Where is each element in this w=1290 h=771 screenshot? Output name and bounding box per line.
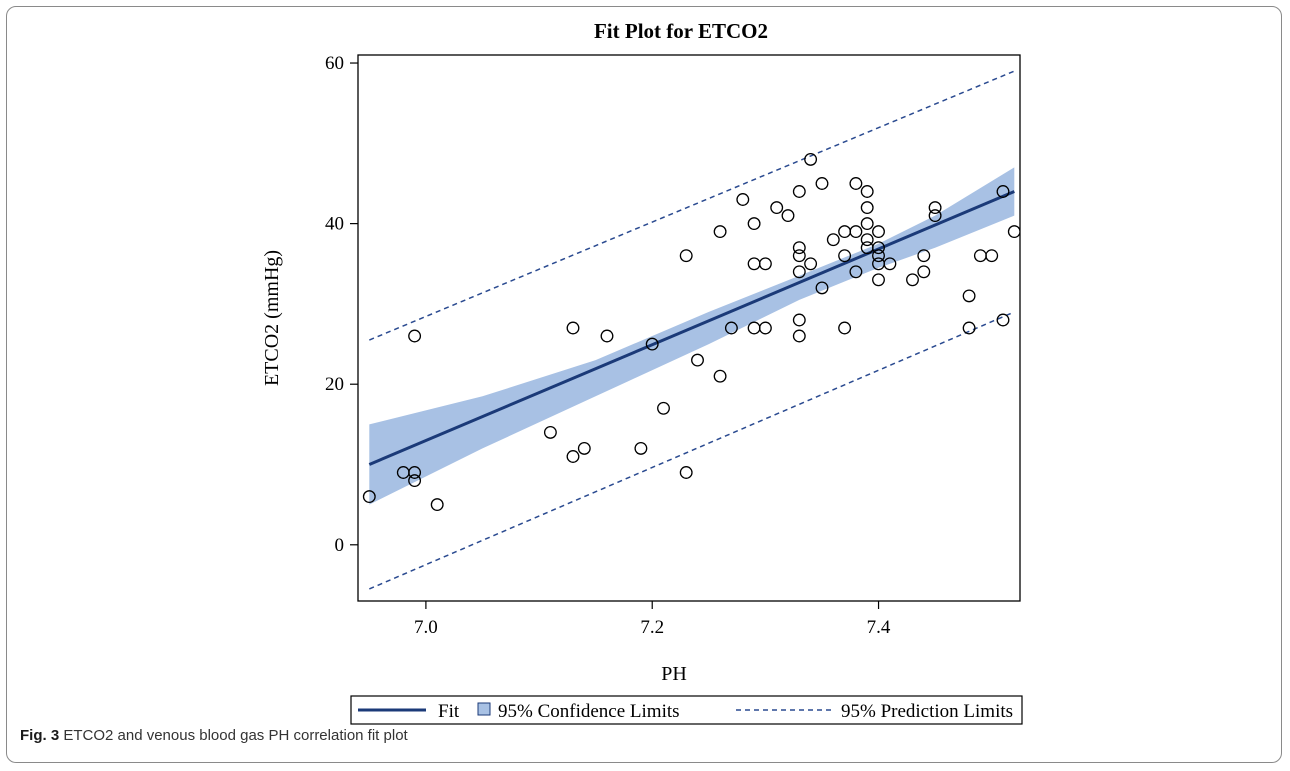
figure-caption: Fig. 3 ETCO2 and venous blood gas PH cor…: [20, 727, 408, 744]
data-point: [792, 241, 806, 255]
y-tick-label: 0: [335, 535, 345, 556]
axes: 7.0 7.2 7.4 0 20 40 60: [325, 53, 891, 638]
data-point: [724, 321, 738, 335]
data-point: [815, 177, 829, 190]
data-point: [792, 249, 806, 263]
data-point: [600, 329, 614, 343]
data-point: [838, 249, 852, 263]
data-point: [792, 313, 806, 327]
data-point: [804, 257, 818, 271]
x-tick-label: 7.4: [867, 617, 891, 638]
data-point: [985, 249, 999, 263]
plot-frame: [357, 54, 1021, 602]
x-tick-label: 7.0: [414, 617, 438, 638]
data-point: [758, 321, 772, 335]
y-tick-label: 60: [325, 53, 344, 74]
data-point: [679, 249, 693, 263]
data-point: [408, 329, 422, 343]
legend: Fit 95% Confidence Limits 95% Prediction…: [350, 695, 1023, 725]
data-point: [962, 321, 976, 335]
data-point: [634, 441, 648, 455]
data-point: [872, 249, 885, 263]
legend-frame: [350, 695, 1023, 725]
data-point: [691, 353, 704, 367]
data-point: [362, 490, 376, 504]
data-point: [747, 321, 761, 335]
data-point: [747, 257, 761, 271]
data-point: [849, 225, 863, 239]
data-point: [838, 225, 852, 239]
data-point: [1007, 225, 1020, 239]
data-point: [838, 321, 852, 335]
data-point: [408, 474, 422, 488]
data-point: [543, 425, 557, 439]
data-point: [770, 201, 784, 215]
data-point: [906, 273, 919, 287]
data-point: [962, 289, 976, 303]
data-point: [566, 450, 580, 463]
data-point: [872, 241, 885, 255]
data-point: [849, 265, 863, 279]
x-tick-label: 7.2: [640, 617, 664, 638]
data-point: [860, 233, 874, 247]
data-point: [736, 193, 750, 206]
data-point: [860, 217, 874, 231]
chart-title: Fit Plot for ETCO2: [594, 19, 768, 43]
data-point: [713, 369, 727, 383]
data-point: [860, 201, 874, 215]
legend-confidence-label: 95% Confidence Limits: [498, 701, 680, 722]
data-point: [826, 233, 840, 247]
data-point: [408, 466, 422, 479]
figure-caption-text: ETCO2 and venous blood gas PH correlatio…: [63, 727, 408, 744]
data-point: [747, 217, 761, 231]
data-point: [815, 281, 829, 295]
data-point: [430, 498, 444, 512]
data-point: [849, 177, 863, 190]
fit-line: [368, 190, 1015, 466]
data-point: [758, 257, 772, 271]
data-point: [804, 152, 818, 166]
confidence-band: [369, 167, 1015, 505]
data-point: [917, 265, 931, 279]
data-point: [996, 313, 1010, 327]
figure-caption-label: Fig. 3: [20, 727, 60, 744]
y-axis-label: ETCO2 (mmHg): [261, 250, 283, 386]
data-point: [996, 185, 1010, 198]
data-point: [781, 209, 795, 223]
data-point: [860, 185, 874, 198]
data-point: [917, 249, 931, 263]
y-tick-label: 20: [325, 374, 344, 395]
data-point: [713, 225, 727, 239]
data-point: [928, 201, 942, 215]
figure-frame: [6, 6, 1282, 763]
data-point: [872, 273, 885, 287]
data-point: [792, 329, 806, 343]
data-point: [872, 225, 885, 239]
y-tick-label: 40: [325, 214, 344, 235]
data-point: [645, 337, 659, 351]
legend-confidence-swatch: [477, 702, 491, 716]
legend-fit-label: Fit: [438, 701, 460, 722]
data-point: [792, 185, 806, 198]
data-point: [577, 441, 591, 455]
data-point: [883, 257, 897, 271]
x-axis-label: PH: [661, 663, 687, 685]
data-point: [973, 249, 987, 263]
data-point: [657, 401, 670, 415]
data-point: [792, 265, 806, 279]
data-point: [928, 209, 942, 223]
legend-prediction-label: 95% Prediction Limits: [841, 701, 1013, 722]
plot-content: [362, 70, 1020, 590]
data-point: [679, 466, 693, 479]
data-point: [566, 321, 580, 335]
prediction-upper-line: [369, 70, 1015, 341]
